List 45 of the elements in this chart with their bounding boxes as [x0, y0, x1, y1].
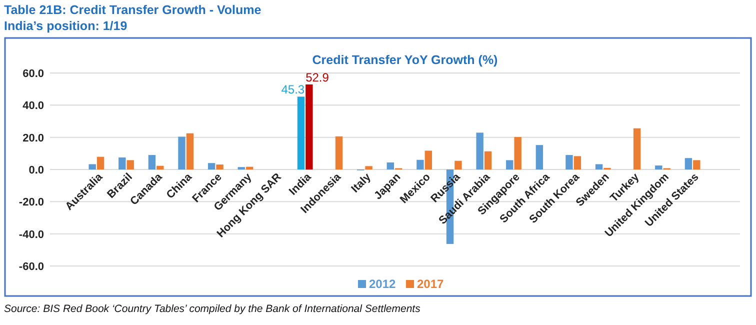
legend-label: 2017	[417, 277, 444, 291]
bar	[96, 156, 104, 170]
bar	[684, 158, 692, 170]
bar	[655, 165, 662, 170]
bar	[506, 160, 514, 170]
bar	[566, 155, 573, 170]
source-note: Source: BIS Red Book ‘Country Tables’ compiled by the Bank of International Settlements	[4, 303, 422, 315]
y-tick-label: -60.0	[18, 261, 44, 273]
bar	[693, 160, 700, 170]
chart-subtitle: India’s position: 1/19	[4, 19, 128, 33]
bar	[156, 166, 164, 170]
bar	[633, 128, 641, 170]
legend-label: 2012	[369, 277, 396, 291]
bar	[424, 150, 432, 170]
bar	[574, 156, 582, 170]
y-tick-label: 40.0	[22, 100, 44, 112]
bar	[88, 164, 96, 170]
bar	[476, 132, 484, 170]
y-tick-label: -40.0	[18, 228, 44, 241]
y-tick-label: 20.0	[22, 132, 44, 144]
bar	[186, 133, 194, 170]
y-tick-label: 0.0	[28, 164, 44, 176]
bar	[416, 160, 424, 170]
bar	[118, 157, 126, 170]
bar	[306, 84, 313, 170]
data-label: 52.9	[306, 70, 330, 84]
bar	[335, 136, 343, 170]
y-tick-label: -20.0	[18, 196, 44, 209]
bar	[365, 166, 372, 170]
bar	[297, 96, 305, 170]
bar	[484, 151, 492, 170]
bar	[595, 164, 603, 170]
chart-title: Table 21B: Credit Transfer Growth - Volume	[4, 3, 262, 17]
text: Credit Transfer YoY Growth (%)	[312, 53, 498, 67]
bar	[216, 164, 224, 170]
bar	[178, 136, 186, 170]
bar	[148, 155, 156, 170]
bar	[454, 160, 462, 170]
bar	[208, 163, 216, 170]
data-label: 45.3	[281, 82, 305, 97]
y-tick-label: 60.0	[22, 68, 44, 80]
bar	[536, 145, 544, 170]
bar	[386, 162, 394, 170]
bar	[514, 137, 522, 170]
bar	[126, 160, 134, 170]
